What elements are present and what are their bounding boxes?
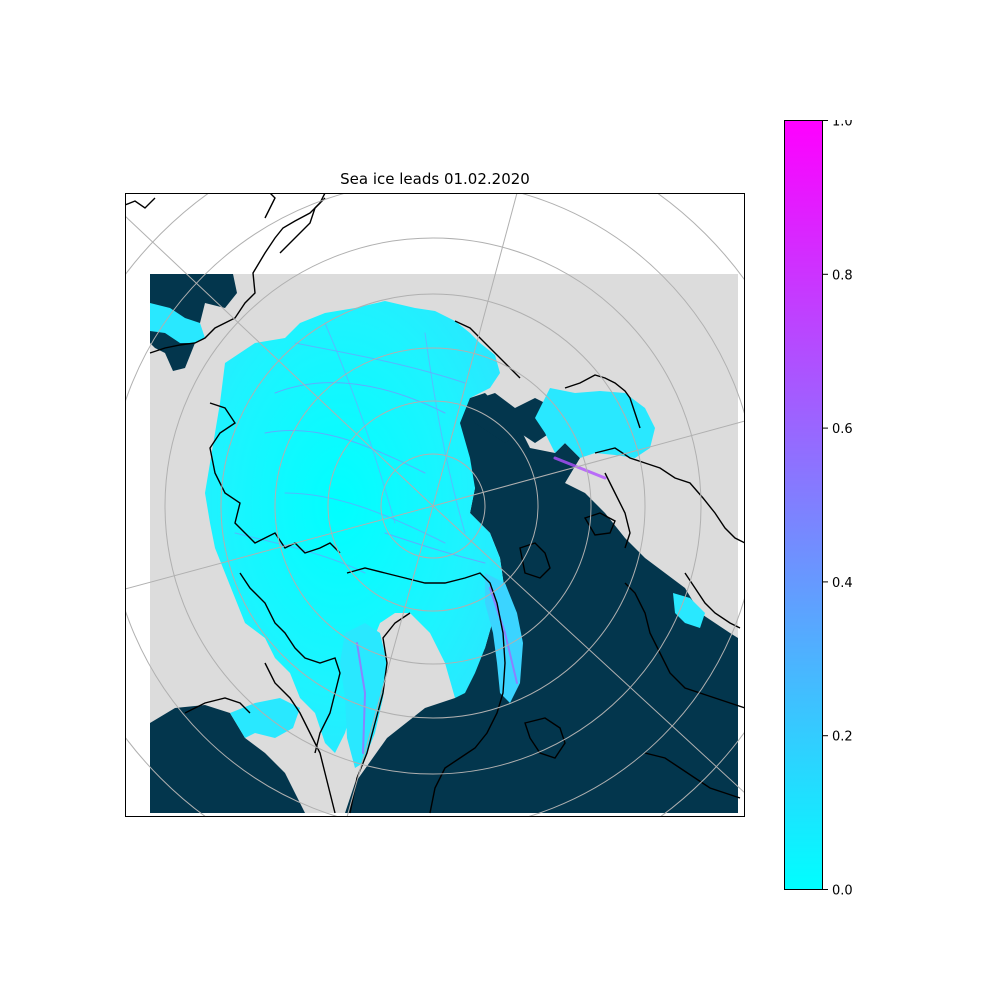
- colorbar-tick-label: 0.6: [832, 422, 853, 437]
- colorbar-tick-label: 0.8: [832, 268, 853, 283]
- colorbar-ticks: 0.0 0.2 0.4 0.6 0.8 1.0: [823, 120, 853, 899]
- meridians: [125, 193, 745, 817]
- arctic-map: [125, 193, 745, 817]
- map-frame: [125, 193, 745, 817]
- colorbar-tick-label: 0.4: [832, 576, 853, 591]
- colorbar-tick-label: 0.2: [832, 730, 853, 745]
- lead-streaks: [234, 322, 607, 754]
- colorbar: 0.0 0.2 0.4 0.6 0.8 1.0: [784, 120, 853, 899]
- colorbar-tick-label: 0.0: [832, 884, 853, 899]
- colorbar-tick-label: 1.0: [832, 120, 853, 130]
- colorbar-gradient: [784, 120, 823, 890]
- map-title: Sea ice leads 01.02.2020: [340, 170, 530, 188]
- latitude-circles: [125, 193, 745, 817]
